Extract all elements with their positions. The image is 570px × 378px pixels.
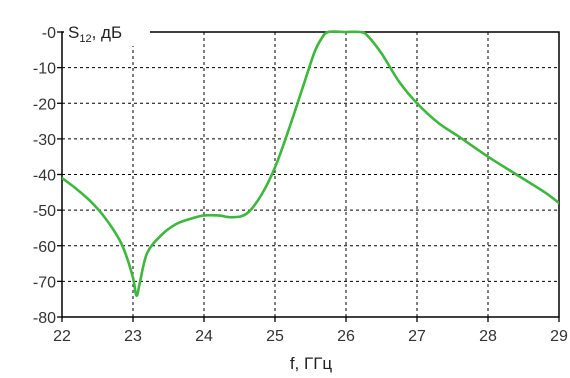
x-tick-label: 22 [53, 328, 71, 345]
x-tick-label: 26 [337, 328, 355, 345]
x-tick-label: 27 [408, 328, 426, 345]
y-tick-label: -60 [33, 239, 56, 256]
y-tick-label: -40 [33, 168, 56, 185]
series-layer [62, 30, 559, 297]
y-tick-label: -30 [33, 132, 56, 149]
y-tick-label: -10 [33, 61, 56, 78]
y-axis-label-background [64, 18, 150, 46]
tick-marks [57, 31, 560, 322]
x-tick-labels: 22 23 24 25 26 27 28 29 [53, 328, 568, 345]
y-axis-label-subscript: 12 [79, 33, 91, 45]
y-axis-label: S12, дБ [68, 23, 122, 45]
y-tick-label: -0 [42, 25, 56, 42]
x-tick-label: 28 [479, 328, 497, 345]
x-axis-label: f, ГГц [290, 354, 333, 373]
chart-grid [62, 32, 559, 317]
y-tick-label: -20 [33, 96, 56, 113]
y-axis-label-unit: , дБ [92, 23, 123, 42]
y-tick-label: -70 [33, 274, 56, 291]
x-tick-label: 23 [124, 328, 142, 345]
x-tick-label: 29 [550, 328, 568, 345]
x-tick-label: 25 [266, 328, 284, 345]
y-tick-label: -50 [33, 203, 56, 220]
series-line-s12 [62, 30, 559, 297]
y-tick-label: -80 [33, 310, 56, 327]
y-axis-label-main: S [68, 23, 79, 42]
y-tick-labels: -0 -10 -20 -30 -40 -50 -60 -70 -80 [33, 25, 56, 327]
x-tick-label: 24 [195, 328, 213, 345]
